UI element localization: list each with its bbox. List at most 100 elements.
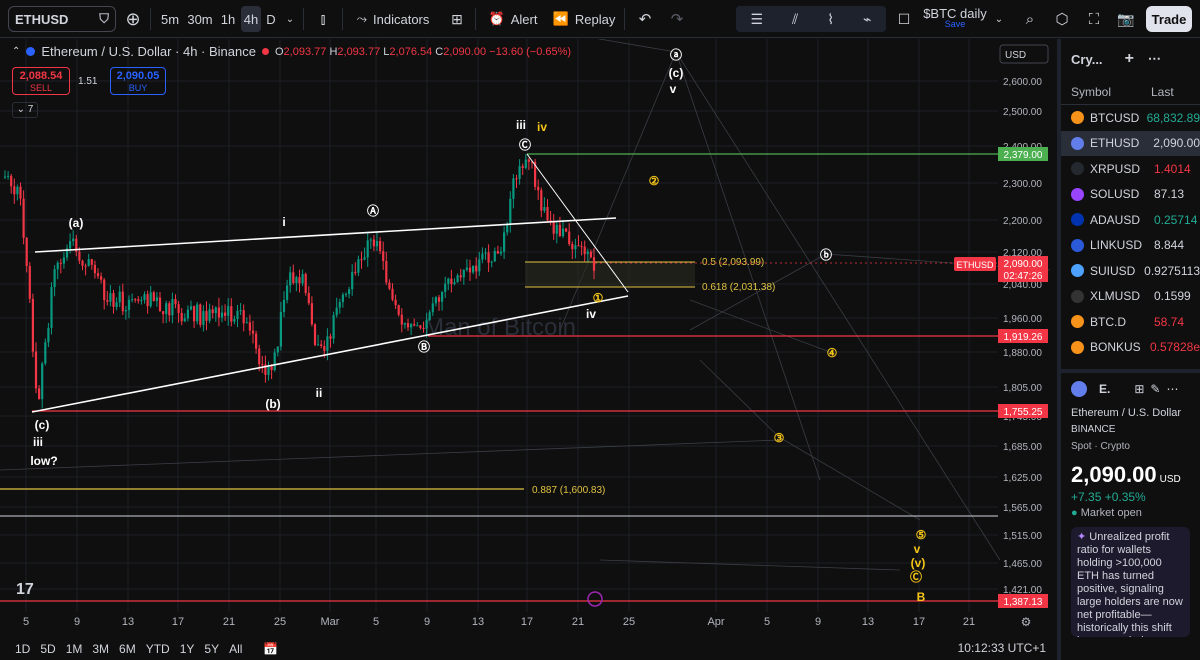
wave-label: ii bbox=[316, 386, 323, 400]
candle-body bbox=[518, 166, 521, 179]
watchlist-title[interactable]: Cry... bbox=[1071, 51, 1103, 67]
watchlist-row[interactable]: ADAUSD 0.25714 bbox=[1061, 207, 1200, 233]
candle-body bbox=[592, 257, 596, 271]
more-options-icon[interactable]: ⋯ bbox=[1147, 51, 1161, 66]
snapshot-camera-icon[interactable]: 📷 bbox=[1117, 10, 1135, 27]
elliott-wave-icon[interactable]: ⌇ bbox=[827, 10, 835, 27]
trendline bbox=[34, 217, 617, 253]
redo-icon[interactable]: ↷ bbox=[670, 11, 684, 28]
candle-body bbox=[394, 299, 397, 306]
layout-dropdown-icon[interactable]: ⌄ bbox=[994, 13, 1004, 25]
parallel-channel-icon[interactable]: ⫽ bbox=[792, 10, 799, 27]
range-1y[interactable]: 1Y bbox=[179, 642, 195, 656]
interval-4h[interactable]: 4h bbox=[241, 6, 261, 32]
candle-body bbox=[447, 278, 450, 284]
range-all[interactable]: All bbox=[229, 642, 243, 656]
date-range-calendar-icon[interactable]: 📅 bbox=[263, 642, 279, 656]
watchlist-row[interactable]: SOLUSD 87.13 bbox=[1061, 182, 1200, 208]
horizontal-lines-icon[interactable]: ☰ bbox=[750, 10, 764, 27]
interval-dropdown-icon[interactable]: ⌄ bbox=[285, 13, 295, 25]
trade-button[interactable]: Trade bbox=[1146, 6, 1192, 32]
candle-body bbox=[41, 363, 44, 400]
range-5d[interactable]: 5D bbox=[40, 642, 56, 656]
watchlist-row[interactable]: BTC.D 58.74 bbox=[1061, 309, 1200, 335]
price-chart[interactable]: 2,600.002,500.002,400.002,300.002,200.00… bbox=[0, 39, 1056, 634]
candle-body bbox=[59, 262, 62, 264]
candle-body bbox=[115, 302, 118, 307]
symbol-collapse-icon[interactable]: ⌃ bbox=[12, 46, 21, 57]
news-card[interactable]: ✦ Unrealized profit ratio for wallets ho… bbox=[1071, 527, 1190, 637]
candle-body bbox=[208, 309, 211, 321]
sell-price: 2,088.54 bbox=[19, 70, 63, 82]
layout-square-icon[interactable]: ☐ bbox=[897, 10, 911, 27]
watchlist-row[interactable]: XRPUSD 1.4014 bbox=[1061, 156, 1200, 182]
watchlist-symbol: XLMUSD bbox=[1090, 289, 1141, 304]
edit-icon[interactable]: ✎ bbox=[1150, 382, 1161, 396]
watchlist-row[interactable]: XLMUSD 0.1599 bbox=[1061, 284, 1200, 310]
fan-line bbox=[699, 359, 780, 438]
watchlist-row[interactable]: BONKUS 0.57828e bbox=[1061, 335, 1200, 361]
range-ytd[interactable]: YTD bbox=[145, 642, 170, 656]
interval-d[interactable]: D bbox=[266, 11, 276, 27]
compare-add-icon[interactable]: ⊕ bbox=[125, 8, 141, 29]
chart-pane[interactable]: 2,600.002,500.002,400.002,300.002,200.00… bbox=[0, 39, 1056, 634]
time-axis-label: Mar bbox=[321, 616, 340, 628]
range-6m[interactable]: 6M bbox=[119, 642, 136, 656]
timezone-clock[interactable]: 10:12:33 UTC+1 bbox=[957, 641, 1046, 655]
settings-icon[interactable]: ⬡ bbox=[1055, 11, 1069, 28]
range-5y[interactable]: 5Y bbox=[204, 642, 220, 656]
wave-label: (b) bbox=[265, 397, 280, 411]
more-icon[interactable]: ⋯ bbox=[1166, 382, 1179, 396]
candle-body bbox=[245, 322, 248, 324]
candle-body bbox=[177, 304, 180, 313]
grid-icon[interactable]: ⊞ bbox=[1134, 382, 1145, 396]
watchlist-columns: Symbol Last bbox=[1061, 79, 1200, 105]
replay-button[interactable]: ⏪ Replay bbox=[552, 6, 616, 32]
symbol-search[interactable]: ETHUSD ⛉ bbox=[8, 6, 116, 32]
watchlist-row[interactable]: BTCUSD 68,832.89 bbox=[1061, 105, 1200, 131]
candles-chart-type-icon[interactable]: ⫾ bbox=[320, 10, 326, 28]
add-symbol-icon[interactable]: + bbox=[1124, 50, 1134, 67]
ethereum-logo-icon bbox=[1071, 381, 1087, 397]
quick-search-icon[interactable]: ⌕ bbox=[1025, 10, 1035, 28]
wave-label: iii bbox=[516, 118, 526, 132]
alert-button[interactable]: ⏰ Alert bbox=[484, 6, 542, 32]
coin-logo-icon bbox=[1071, 187, 1084, 201]
candle-body bbox=[425, 320, 428, 329]
column-last[interactable]: Last bbox=[1151, 84, 1174, 99]
interval-30m[interactable]: 30m bbox=[187, 11, 213, 27]
watchlist-row[interactable]: LINKUSD 8.844 bbox=[1061, 233, 1200, 259]
wave-label: ④ bbox=[827, 346, 838, 360]
indicators-button[interactable]: ⤳ Indicators bbox=[350, 6, 436, 32]
candle-body bbox=[434, 297, 437, 304]
candle-body bbox=[72, 238, 75, 242]
undo-icon[interactable]: ↶ bbox=[638, 11, 652, 28]
layouts-grid-icon[interactable]: ⊞ bbox=[451, 10, 463, 27]
candle-body bbox=[202, 311, 205, 325]
layout-menu[interactable]: $BTC daily Save bbox=[920, 6, 990, 32]
sell-button[interactable]: 2,088.54 SELL bbox=[12, 67, 70, 95]
range-3m[interactable]: 3M bbox=[92, 642, 110, 656]
candle-body bbox=[375, 241, 379, 247]
candle-body bbox=[487, 252, 490, 263]
interval-5m[interactable]: 5m bbox=[160, 11, 180, 27]
fullscreen-icon[interactable]: ⛶ bbox=[1088, 10, 1100, 28]
column-symbol[interactable]: Symbol bbox=[1071, 84, 1112, 99]
buy-button[interactable]: 2,090.05 BUY bbox=[110, 67, 166, 95]
interval-1h[interactable]: 1h bbox=[220, 11, 236, 27]
candle-body bbox=[69, 241, 72, 249]
abc-wave-icon[interactable]: ⌁ bbox=[863, 10, 872, 27]
watchlist-row[interactable]: ETHUSD 2,090.00 bbox=[1061, 130, 1200, 156]
last-price-tag bbox=[998, 256, 1048, 282]
candle-body bbox=[301, 273, 304, 284]
indicators-collapse-toggle[interactable]: ⌄ 7 bbox=[12, 102, 38, 118]
range-1m[interactable]: 1M bbox=[65, 642, 83, 656]
candle-body bbox=[589, 251, 592, 258]
candle-body bbox=[34, 351, 38, 389]
price-axis-label: 2,500.00 bbox=[1003, 107, 1042, 118]
fan-line bbox=[689, 299, 831, 353]
range-1d[interactable]: 1D bbox=[15, 642, 31, 656]
coin-logo-icon bbox=[1071, 289, 1084, 303]
candle-body bbox=[230, 306, 233, 322]
watchlist-row[interactable]: SUIUSD 0.9275113 bbox=[1061, 258, 1200, 284]
